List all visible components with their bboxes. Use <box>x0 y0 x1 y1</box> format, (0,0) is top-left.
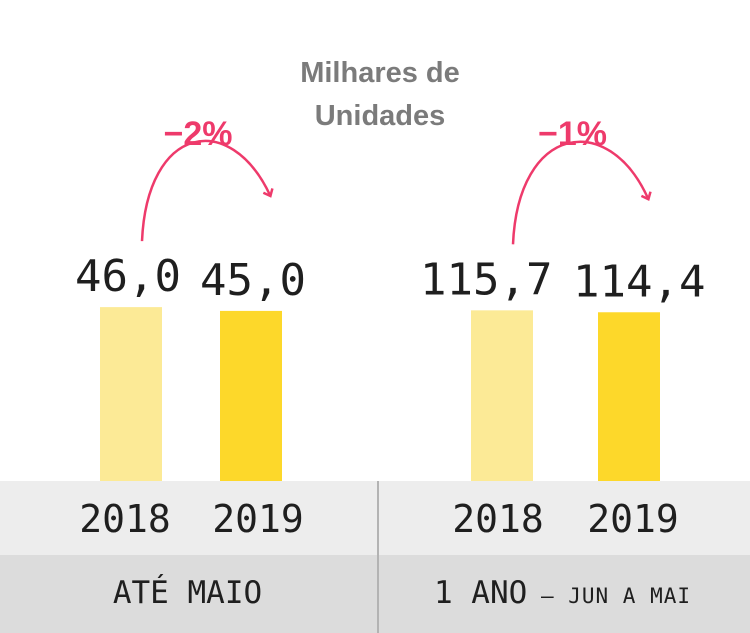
change-label-1: −1% <box>538 115 607 153</box>
period-main-left: ATÉ MAIO <box>112 575 263 611</box>
bar-chart-area: 46,0 45,0 −2% 115,7 114,4 −1% <box>75 115 705 481</box>
period-main-right: 1 ANO <box>433 575 528 611</box>
change-arrow-1 <box>511 140 652 245</box>
value-label-0-2019: 45,0 <box>200 255 306 306</box>
bar-1-2019 <box>598 312 660 481</box>
unit-title-line1: Milhares de <box>300 57 460 89</box>
periods-band <box>0 555 750 633</box>
period-sub-right: – JUN A MAI <box>527 584 692 608</box>
year-label-left-2019: 2019 <box>212 497 304 541</box>
year-label-right-2019: 2019 <box>587 497 679 541</box>
bar-1-2018 <box>471 310 533 481</box>
value-label-1-2018: 115,7 <box>420 254 552 305</box>
bar-0-2018 <box>100 307 162 481</box>
change-label-0: −2% <box>164 115 233 153</box>
period-label-left: ATÉ MAIO <box>0 575 375 611</box>
period-label-right: 1 ANO – JUN A MAI <box>375 575 750 611</box>
change-arrow-0 <box>140 139 274 242</box>
year-label-left-2018: 2018 <box>79 497 171 541</box>
year-label-right-2018: 2018 <box>452 497 544 541</box>
unit-title: Milhares de Unidades <box>230 52 530 138</box>
years-band <box>0 481 750 555</box>
bar-0-2019 <box>220 310 282 481</box>
group-divider <box>377 481 379 633</box>
value-label-0-2018: 46,0 <box>75 251 181 302</box>
unit-title-line2: Unidades <box>314 100 446 132</box>
value-label-1-2019: 114,4 <box>573 256 705 307</box>
